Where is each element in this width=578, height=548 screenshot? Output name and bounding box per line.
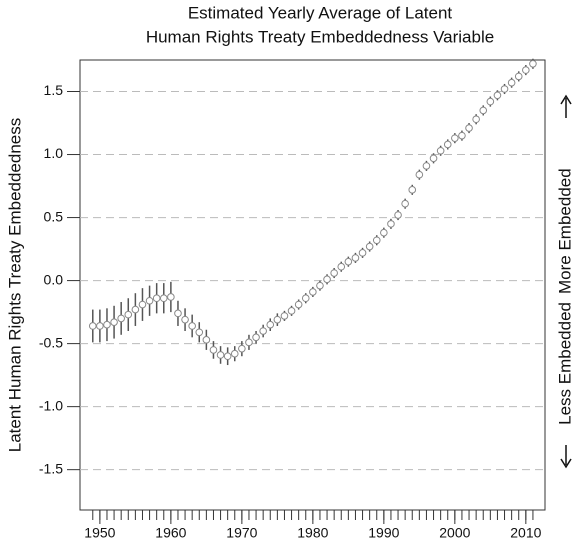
point [465,124,473,132]
point [401,199,409,208]
point [195,328,204,337]
point [202,336,211,344]
point [188,322,196,330]
point [415,170,424,179]
point [443,140,452,149]
point [273,315,282,324]
point [266,320,275,329]
point [387,220,395,228]
y-axis-label: Latent Human Rights Treaty Embeddedness [5,118,24,453]
point [422,162,431,170]
point [96,322,104,330]
y-tick-label: -1.0 [39,397,63,413]
point [216,351,225,359]
right-annotation [560,94,572,469]
point [365,242,374,251]
point [479,106,488,115]
point [394,211,402,219]
y-tick-label: 0.0 [44,271,64,287]
point [145,296,154,305]
point [337,262,346,271]
point [209,346,218,354]
point [436,146,445,155]
point [152,294,161,303]
chart-title: Human Rights Treaty Embeddedness Variabl… [146,27,494,46]
point [323,275,331,284]
x-tick-label: 1960 [155,525,186,541]
annotation: Less Embedded [555,302,574,425]
chart-title: Estimated Yearly Average of Latent [188,3,453,22]
point [330,269,338,277]
point [507,78,516,87]
point [259,327,267,335]
x-tick-label: 1980 [297,525,328,541]
point [316,281,324,290]
point [280,312,289,320]
point [294,300,303,309]
point [472,115,480,124]
point [230,349,239,358]
point [309,288,317,296]
point [223,352,232,361]
point [372,236,381,245]
point [429,154,438,163]
point [174,309,182,318]
point [500,85,509,93]
x-tick-label: 2000 [439,525,470,541]
point [493,91,502,100]
point [103,320,111,329]
point [238,344,246,353]
point [451,134,459,142]
point [88,322,97,330]
point [380,228,388,237]
x-tick-label: 1970 [226,525,257,541]
point [124,310,133,319]
annotation: More Embedded [555,168,574,294]
plot-frame [79,59,546,511]
point [522,66,530,74]
point [181,315,189,324]
point [514,72,523,81]
point [117,314,125,323]
x-tick-label: 1950 [84,525,115,541]
point [458,131,466,140]
y-tick-label: 1.0 [44,145,64,161]
point [301,294,310,303]
y-tick-label: 0.5 [44,208,64,224]
y-tick-label: -0.5 [39,334,63,350]
point [167,293,175,301]
point [408,186,417,194]
point [486,97,495,106]
x-tick-label: 2010 [510,525,541,541]
point [351,254,360,262]
point [131,305,140,314]
point [138,300,147,309]
y-tick-label: 1.5 [44,82,64,98]
point [358,249,367,257]
point [252,333,260,342]
point [245,338,253,347]
point [110,318,118,326]
y-tick-label: -1.5 [39,460,63,476]
point [287,307,296,315]
x-tick-label: 1990 [368,525,399,541]
point [344,257,353,266]
point [159,294,168,303]
point [529,59,537,68]
